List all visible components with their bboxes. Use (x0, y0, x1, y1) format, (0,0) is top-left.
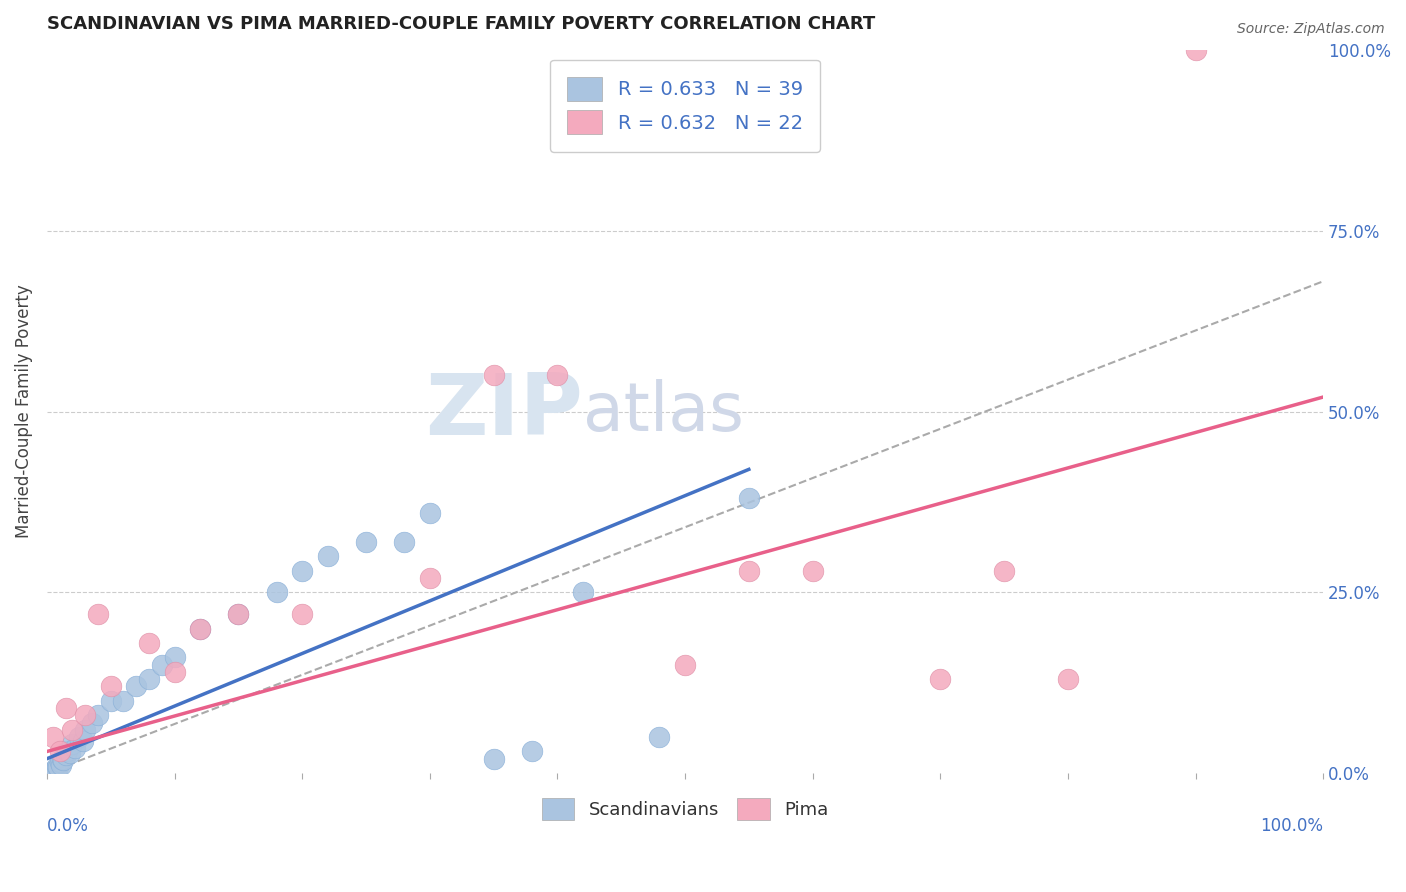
Point (291, 607, 314, 621)
Point (354, 534, 377, 549)
Point (673, 657, 696, 672)
Y-axis label: Married-Couple Family Poverty: Married-Couple Family Poverty (15, 285, 32, 539)
Point (738, 491, 761, 506)
Point (929, 672, 952, 686)
Point (394, 534, 416, 549)
Point (112, 694, 135, 708)
Point (52, 753, 75, 767)
Point (46, 759, 69, 773)
Point (291, 564, 314, 578)
Point (72, 733, 94, 747)
Point (228, 607, 250, 621)
Point (163, 650, 186, 665)
Point (42, 730, 65, 744)
Point (138, 672, 160, 686)
Point (125, 679, 148, 693)
Point (266, 585, 288, 599)
Point (1057, 672, 1080, 686)
Point (1184, 43, 1206, 57)
Point (62, 737, 84, 751)
Point (482, 752, 505, 766)
Point (419, 506, 441, 520)
Point (45, 764, 67, 778)
Point (75, 708, 97, 723)
Point (51, 752, 73, 766)
Point (138, 636, 160, 650)
Point (163, 665, 186, 679)
Point (100, 679, 122, 693)
Point (520, 744, 543, 758)
Point (801, 564, 824, 578)
Point (44, 763, 66, 777)
Point (100, 694, 122, 708)
Legend: Scandinavians, Pima: Scandinavians, Pima (533, 789, 838, 830)
Point (67, 730, 90, 744)
Text: 0.0%: 0.0% (46, 816, 89, 835)
Text: SCANDINAVIAN VS PIMA MARRIED-COUPLE FAMILY POVERTY CORRELATION CHART: SCANDINAVIAN VS PIMA MARRIED-COUPLE FAMI… (46, 15, 875, 33)
Point (188, 622, 211, 636)
Text: ZIP: ZIP (425, 370, 583, 453)
Point (80, 715, 103, 730)
Point (49, 757, 72, 772)
Point (62, 723, 84, 737)
Point (738, 564, 761, 578)
Point (572, 585, 595, 599)
Point (55, 748, 77, 763)
Point (482, 368, 505, 383)
Point (48, 744, 70, 758)
Point (48, 760, 70, 774)
Point (993, 564, 1015, 578)
Point (42, 764, 65, 778)
Point (48, 756, 70, 770)
Point (188, 622, 211, 636)
Point (150, 657, 173, 672)
Point (87, 607, 110, 621)
Text: atlas: atlas (583, 378, 744, 444)
Point (75, 723, 97, 737)
Point (55, 701, 77, 715)
Point (648, 730, 671, 744)
Text: 100.0%: 100.0% (1260, 816, 1323, 835)
Point (87, 708, 110, 723)
Point (39, 764, 62, 779)
Point (63, 740, 86, 755)
Point (56, 744, 79, 758)
Point (59, 746, 82, 760)
Point (419, 571, 441, 585)
Point (546, 368, 568, 383)
Point (316, 549, 339, 564)
Point (228, 607, 250, 621)
Text: Source: ZipAtlas.com: Source: ZipAtlas.com (1237, 22, 1385, 37)
